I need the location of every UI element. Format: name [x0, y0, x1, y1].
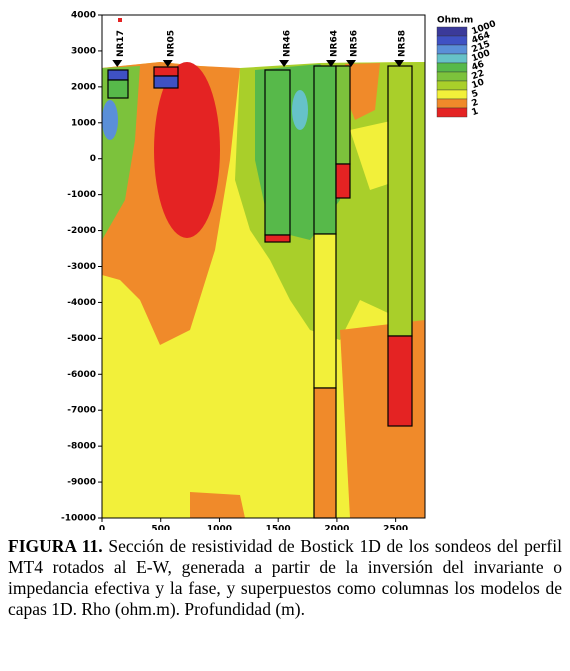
colorbar-label: 10 — [470, 77, 485, 91]
colorbar-swatch — [436, 44, 468, 55]
y-tick-label: -1000 — [67, 190, 96, 200]
sounding-label: NR17 — [116, 30, 126, 57]
colorbar-swatch — [436, 98, 468, 109]
y-tick-label: -8000 — [67, 442, 96, 452]
contour-fill — [102, 62, 425, 518]
x-tick-label: 2500 — [383, 525, 408, 531]
caption-label: FIGURA 11. — [8, 536, 103, 556]
colorbar-swatch — [436, 53, 468, 64]
y-tick-label: 3000 — [71, 46, 96, 56]
sounding-marker — [112, 60, 123, 67]
colorbar-swatch — [436, 107, 468, 118]
sounding-marker — [162, 60, 173, 67]
y-tick-label: -10000 — [61, 514, 96, 524]
figure: 4000 3000 2000 1000 0 -1000 -2000 -3000 -4000 -50… — [61, 11, 497, 531]
caption-text: Sección de resistividad de Bostick 1D de… — [8, 536, 562, 619]
sounding-label: NR58 — [398, 30, 408, 57]
sounding-marker — [394, 60, 405, 67]
x-tick-label: 1000 — [207, 525, 232, 531]
colorbar-swatch — [436, 89, 468, 100]
colorbar-swatch — [436, 26, 468, 37]
x-tick-label: 2000 — [324, 525, 349, 531]
colorbar-label: 22 — [470, 68, 485, 82]
caption: FIGURA 11. Sección de resistividad de Bo… — [8, 536, 562, 620]
sounding-label: NR56 — [350, 30, 360, 57]
colorbar-swatch — [436, 71, 468, 82]
colorbar-label: 2 — [470, 98, 479, 110]
colorbar-swatch — [436, 62, 468, 73]
y-tick-label: 0 — [90, 154, 96, 164]
colorbar-label: 46 — [470, 59, 485, 73]
y-tick-label: 2000 — [71, 82, 96, 92]
y-tick-label: 1000 — [71, 118, 96, 128]
colorbar-swatch — [436, 35, 468, 46]
y-tick-label: -4000 — [67, 298, 96, 308]
sounding-marker — [346, 60, 357, 67]
sounding-marker — [326, 60, 337, 67]
x-tick-label: 500 — [151, 525, 170, 531]
y-tick-label: -6000 — [67, 370, 96, 380]
x-tick-label: 0 — [99, 525, 105, 531]
marker — [118, 18, 122, 22]
colorbar-label: 1 — [470, 107, 479, 119]
sounding-columns — [107, 65, 413, 519]
colorbar-title: Ohm.m — [437, 16, 473, 26]
y-tick-label: -3000 — [67, 262, 96, 272]
sounding-marker — [279, 60, 290, 67]
sounding-label: NR05 — [166, 30, 176, 57]
x-tick-label: 1500 — [266, 525, 291, 531]
sounding-label: NR64 — [330, 30, 340, 57]
y-tick-label: -5000 — [67, 334, 96, 344]
y-tick-label: -7000 — [67, 406, 96, 416]
y-tick-label: -2000 — [67, 226, 96, 236]
colorbar-label: 5 — [470, 89, 479, 101]
sounding-label: NR46 — [283, 30, 293, 57]
colorbar-swatch — [436, 80, 468, 91]
y-tick-label: 4000 — [71, 11, 96, 21]
y-tick-label: -9000 — [67, 478, 96, 488]
